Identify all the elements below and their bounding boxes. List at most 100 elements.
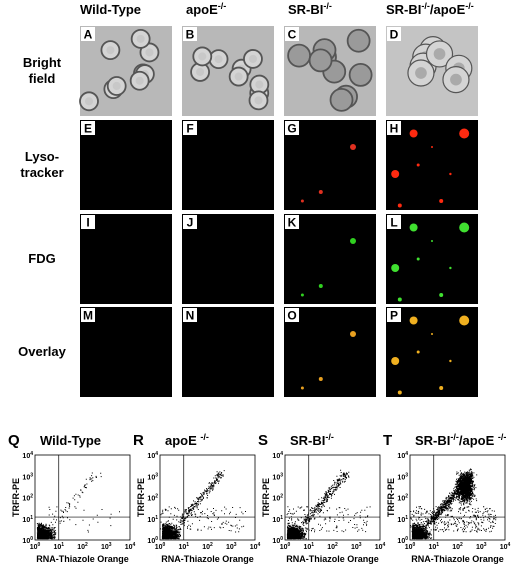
fluorescent-cell (391, 264, 400, 272)
flow-plot: S100100101101102102103103104104TRFR-PERN… (258, 432, 386, 564)
image-panel: H (386, 120, 478, 210)
panel-letter: E (84, 122, 92, 136)
x-tick-label: 101 (53, 542, 64, 551)
x-tick-label: 104 (125, 542, 136, 551)
x-tick-label: 100 (280, 542, 291, 551)
tick-exponent: 3 (359, 542, 362, 548)
cell-center (112, 81, 121, 91)
flow-plot: T100100101101102102103103104104TRFR-PERN… (383, 432, 511, 564)
tick-exponent: 3 (109, 542, 112, 548)
fluorescent-cell (350, 238, 356, 244)
y-tick-label: 101 (147, 515, 158, 524)
tick-base: 10 (147, 517, 155, 524)
x-tick-label: 100 (30, 542, 41, 551)
tick-exponent: 2 (335, 542, 338, 548)
tick-base: 10 (101, 544, 109, 551)
image-panel: M (80, 307, 172, 397)
fluorescent-cell (439, 293, 444, 297)
y-tick-label: 102 (22, 494, 33, 503)
y-axis-label: TRFR-PE (386, 478, 396, 517)
tick-exponent: 2 (460, 542, 463, 548)
y-tick-label: 102 (147, 494, 158, 503)
x-axis-label: RNA-Thiazole Orange (411, 554, 504, 564)
tick-base: 10 (327, 544, 335, 551)
tick-base: 10 (272, 517, 280, 524)
tick-exponent: 0 (155, 536, 158, 542)
flow-title: SR-BI-/- (290, 432, 334, 448)
tick-base: 10 (22, 517, 30, 524)
y-tick-label: 104 (397, 451, 408, 460)
x-tick-label: 103 (351, 542, 362, 551)
cell-center (415, 67, 427, 79)
y-axis-label: TRFR-PE (136, 478, 146, 517)
tick-exponent: 4 (133, 542, 136, 548)
cell-center (255, 80, 264, 89)
tick-exponent: 1 (186, 542, 189, 548)
row-label-line: Lyso- (25, 149, 59, 164)
x-tick-label: 100 (405, 542, 416, 551)
flow-events (410, 468, 497, 540)
tick-exponent: 1 (280, 515, 283, 521)
panel-letter: S (258, 432, 268, 449)
image-panel: O (284, 307, 376, 397)
row-label: FDG (28, 251, 55, 266)
cell-center (106, 46, 115, 55)
tick-exponent: 4 (508, 542, 511, 548)
fluorescence-image (80, 120, 172, 210)
tick-base: 10 (397, 517, 405, 524)
tick-exponent: 0 (413, 542, 416, 548)
tick-exponent: 2 (210, 542, 213, 548)
x-tick-label: 103 (226, 542, 237, 551)
panel-letter-box (81, 215, 95, 229)
superscript: -/- (200, 432, 209, 442)
text-segment: Wild-Type (80, 2, 141, 17)
panel-letter: O (287, 309, 296, 323)
tick-base: 10 (155, 544, 163, 551)
y-tick-label: 101 (22, 515, 33, 524)
tick-exponent: 3 (484, 542, 487, 548)
x-tick-label: 101 (178, 542, 189, 551)
panel-letter: D (390, 28, 399, 42)
cell (308, 48, 333, 73)
x-tick-label: 103 (101, 542, 112, 551)
y-tick-label: 104 (147, 451, 158, 460)
flow-title: apoE -/- (165, 432, 209, 448)
x-tick-label: 101 (303, 542, 314, 551)
tick-exponent: 4 (30, 451, 33, 457)
tick-exponent: 1 (311, 542, 314, 548)
y-axis-label: TRFR-PE (11, 478, 21, 517)
tick-base: 10 (476, 544, 484, 551)
cell-center (198, 52, 207, 61)
tick-exponent: 4 (155, 451, 158, 457)
fluorescent-cell (350, 331, 356, 337)
image-panel: P (386, 307, 478, 397)
fluorescent-cell (439, 386, 444, 390)
y-tick-label: 103 (22, 472, 33, 481)
fluorescence-image (80, 307, 172, 397)
fluorescent-cell (459, 315, 470, 326)
cell-center (136, 34, 145, 43)
tick-base: 10 (22, 474, 30, 481)
cell-center (254, 96, 263, 105)
fluorescent-cell (397, 390, 402, 395)
image-panel: I (80, 214, 172, 304)
panel-letter: N (186, 309, 195, 323)
tick-base: 10 (272, 538, 280, 545)
fluorescence-image (182, 120, 274, 210)
panel-letter: A (84, 28, 93, 42)
fluorescent-cell (409, 316, 418, 325)
text-segment: SR-BI (288, 2, 323, 17)
superscript: -/- (323, 1, 332, 11)
y-tick-label: 103 (397, 472, 408, 481)
flow-plot: Q100100101101102102103103104104TRFR-PERN… (8, 432, 136, 564)
text-segment: SR-BI (290, 433, 325, 448)
flow-events (160, 470, 246, 540)
y-tick-label: 103 (147, 472, 158, 481)
fluorescent-cell (397, 297, 402, 302)
column-header: apoE-/- (186, 1, 226, 17)
plot-frame (284, 454, 381, 541)
cell-center (248, 54, 258, 63)
fluorescent-cell (300, 293, 304, 297)
tick-exponent: 3 (30, 472, 33, 478)
